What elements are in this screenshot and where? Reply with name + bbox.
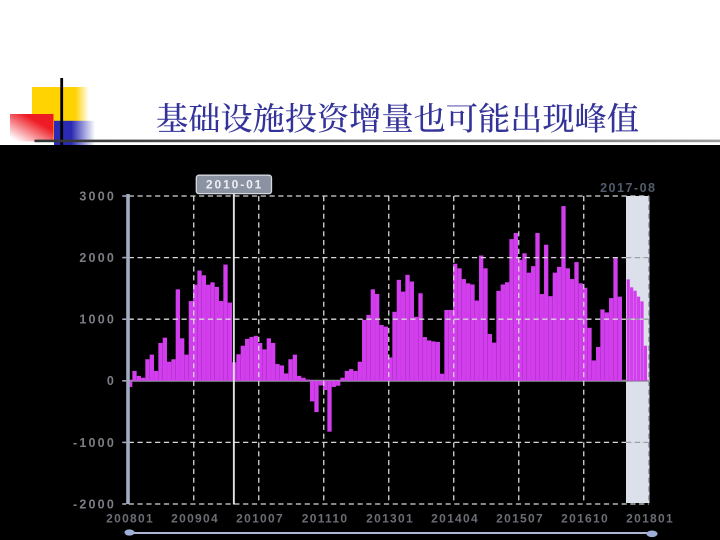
svg-text:2000: 2000 <box>79 251 116 265</box>
svg-text:-1000: -1000 <box>73 436 116 450</box>
svg-text:200904: 200904 <box>171 512 219 526</box>
svg-text:2010-01: 2010-01 <box>206 178 263 192</box>
svg-text:201007: 201007 <box>236 512 284 526</box>
svg-text:201301: 201301 <box>366 512 414 526</box>
svg-text:201610: 201610 <box>561 512 609 526</box>
svg-text:201404: 201404 <box>431 512 479 526</box>
svg-text:1000: 1000 <box>79 313 116 327</box>
svg-text:201507: 201507 <box>496 512 544 526</box>
svg-text:201801: 201801 <box>626 512 674 526</box>
svg-text:2017-08: 2017-08 <box>600 181 656 195</box>
svg-text:200801: 200801 <box>106 512 154 526</box>
svg-text:-2000: -2000 <box>73 497 116 511</box>
svg-text:3000: 3000 <box>79 189 116 203</box>
svg-text:201110: 201110 <box>302 512 349 526</box>
svg-text:0: 0 <box>107 374 116 388</box>
